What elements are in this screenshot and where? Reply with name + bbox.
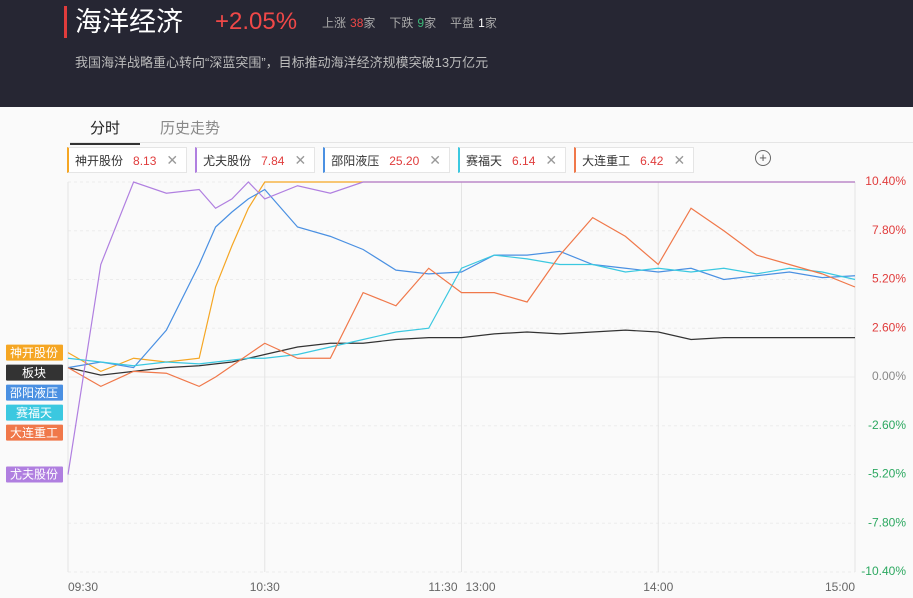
y-tick-label: -10.40% (861, 564, 906, 578)
series-line (67, 181, 855, 475)
series-tag (6, 344, 63, 361)
change: +2.05% (215, 8, 298, 35)
x-tick-label: 15:00 (825, 580, 855, 594)
series-tag-label: 大连重工 (10, 425, 58, 440)
series-tag-label: 尤夫股份 (10, 468, 58, 482)
stat-unit: 家 (424, 16, 437, 30)
stat-label: 下跌 (389, 16, 414, 30)
stat-unit: 家 (363, 16, 376, 30)
y-tick-label: 2.60% (872, 320, 906, 334)
stock-price: 8.13 (133, 154, 157, 168)
y-tick-label: 10.40% (865, 174, 906, 188)
x-tick-label: 11:30 (428, 580, 457, 594)
title: 海洋经济 (64, 6, 183, 38)
stock-price: 7.84 (261, 154, 285, 168)
series-tag-label: 赛福天 (16, 405, 52, 420)
remove-icon[interactable]: ✕ (545, 152, 558, 168)
x-tick-label: 14:00 (643, 580, 673, 594)
series-line (67, 188, 856, 369)
tab[interactable]: 分时 (70, 112, 141, 145)
stock-name: 邵阳液压 (331, 154, 380, 168)
x-tick-label: 13:00 (466, 580, 496, 594)
series-tag (6, 424, 63, 441)
stock-price: 6.42 (640, 154, 664, 168)
series-tag (6, 364, 63, 381)
stat-unit: 家 (484, 16, 497, 30)
stats: 上涨 38家 下跌 9家 平盘 1家 (322, 14, 511, 31)
series-tag-label: 神开股份 (10, 346, 58, 360)
series-line (67, 329, 855, 376)
y-tick-label: -5.20% (868, 467, 906, 481)
series-tag (6, 404, 63, 421)
tab-bar: 分时 历史走势 (70, 112, 913, 145)
remove-icon[interactable]: ✕ (294, 152, 307, 168)
stock-chips: 神开股份 8.13 ✕ 尤夫股份 7.84 ✕ 邵阳液压 25.20 ✕ 赛福天 6.14 ✕ 大连重工… (67, 147, 702, 173)
stock-chip[interactable]: 尤夫股份 7.84 ✕ (195, 147, 316, 173)
stock-name: 神开股份 (75, 154, 124, 168)
stat-label: 上涨 (322, 16, 347, 30)
stock-chip[interactable]: 赛福天 6.14 ✕ (458, 147, 567, 173)
series-tag (6, 384, 63, 401)
stock-chip[interactable]: 大连重工 6.42 ✕ (574, 147, 695, 173)
stat: 平盘 1家 (450, 16, 497, 30)
series-line (67, 207, 856, 388)
series-tag-label: 邵阳液压 (10, 385, 58, 400)
x-tick-label: 09:30 (68, 580, 98, 594)
stock-name: 大连重工 (582, 154, 631, 168)
series-tag-label: 板块 (22, 366, 46, 380)
stat-count: 1 (478, 16, 485, 30)
stat-count: 38 (350, 16, 364, 30)
x-tick-label: 10:30 (250, 580, 280, 594)
header: 海洋经济 +2.05% 上涨 38家 下跌 9家 平盘 1家 我国海洋战略重心转向“深蓝突… (0, 0, 913, 107)
subtitle: 我国海洋战略重心转向“深蓝突围”，目标推动海洋经济规模突破13万亿元 (75, 55, 489, 70)
y-tick-label: -2.60% (868, 418, 906, 432)
stat-label: 平盘 (450, 16, 475, 30)
remove-icon[interactable]: ✕ (429, 152, 441, 168)
stat-count: 9 (417, 16, 425, 30)
y-tick-label: 0.00% (872, 369, 906, 383)
stock-name: 尤夫股份 (203, 154, 252, 168)
tab[interactable]: 历史走势 (160, 120, 221, 137)
stat: 下跌 9家 (389, 16, 436, 30)
stock-price: 25.20 (389, 154, 420, 168)
remove-icon[interactable]: ✕ (166, 152, 179, 168)
remove-icon[interactable]: ✕ (673, 152, 686, 168)
add-button[interactable]: + (755, 150, 771, 166)
stock-chip[interactable]: 神开股份 8.13 ✕ (67, 147, 188, 173)
y-tick-label: -7.80% (868, 515, 906, 529)
series-line (67, 254, 856, 367)
stat: 上涨 38家 (322, 16, 375, 30)
y-tick-label: 7.80% (872, 223, 906, 237)
series-tag (6, 466, 63, 483)
stock-price: 6.14 (512, 154, 536, 168)
stock-chip[interactable]: 邵阳液压 25.20 ✕ (323, 147, 450, 173)
stock-name: 赛福天 (466, 154, 503, 168)
y-tick-label: 5.20% (872, 272, 906, 286)
